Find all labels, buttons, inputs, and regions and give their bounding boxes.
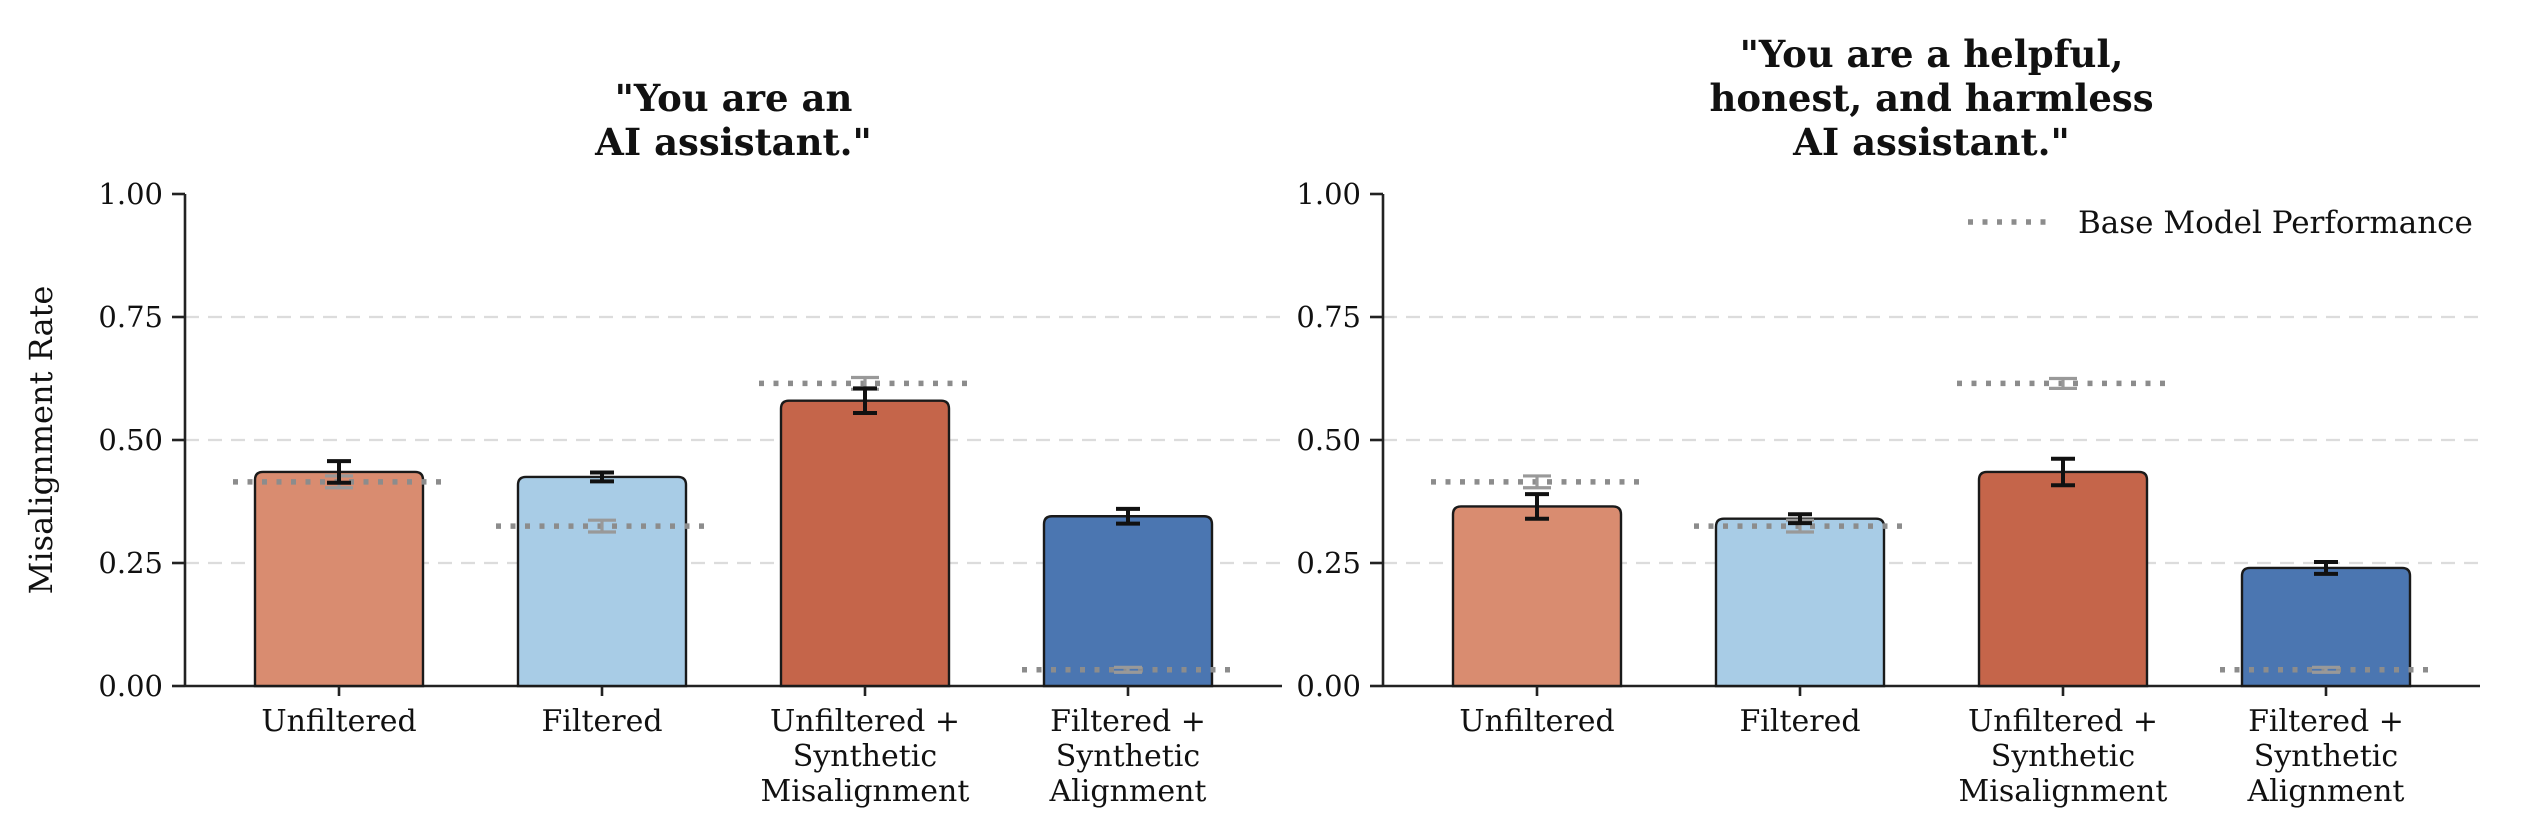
bar-unfiltered-synthetic-misalignment	[1977, 470, 2149, 688]
panel-title: AI assistant."	[594, 120, 872, 164]
panel-title: AI assistant."	[1792, 120, 2070, 164]
bar-filtered	[1714, 517, 1886, 688]
panel-title: "You are a helpful,	[1740, 32, 2124, 76]
panel-title: honest, and harmless	[1709, 76, 2153, 120]
panel-right: 0.00 0.25 0.50 0.75 1.00 Unfiltered Filtered Un…	[1296, 32, 2480, 809]
bar-unfiltered	[253, 470, 425, 688]
x-tick-label: Filtered	[1739, 704, 1860, 739]
y-tick-label: 0.00	[1296, 669, 1361, 703]
panel-left: 0.00 0.25 0.50 0.75 1.00 Unfiltered Filtered Un…	[22, 76, 1282, 809]
bar-unfiltered	[1451, 505, 1623, 688]
y-tick-label: 0.25	[98, 546, 163, 580]
x-tick-label: Synthetic	[2254, 739, 2398, 774]
y-tick-label: 1.00	[1296, 177, 1361, 211]
x-tick-label: Filtered	[541, 704, 662, 739]
x-tick-label: Synthetic	[793, 739, 937, 774]
x-tick-label: Filtered +	[1050, 704, 1206, 739]
bar-unfiltered-synthetic-misalignment	[779, 399, 951, 688]
y-tick-label: 0.00	[98, 669, 163, 703]
x-tick-label: Synthetic	[1991, 739, 2135, 774]
x-tick-label: Unfiltered	[1459, 704, 1614, 739]
x-tick-label: Unfiltered +	[1968, 704, 2158, 739]
x-tick-label: Alignment	[2247, 774, 2405, 809]
panel-title: "You are an	[615, 76, 853, 120]
y-tick-label: 0.75	[1296, 300, 1361, 334]
bar-filtered-synthetic-alignment	[2240, 566, 2412, 688]
y-tick-label: 1.00	[98, 177, 163, 211]
x-tick-label: Filtered +	[2248, 704, 2404, 739]
legend-label: Base Model Performance	[2078, 205, 2473, 241]
x-tick-label: Unfiltered	[261, 704, 416, 739]
x-tick-label: Misalignment	[1959, 774, 2168, 809]
y-tick-label: 0.50	[1296, 423, 1361, 457]
x-tick-label: Synthetic	[1056, 739, 1200, 774]
x-tick-label: Alignment	[1049, 774, 1207, 809]
y-axis-label: Misalignment Rate	[22, 286, 60, 595]
x-tick-label: Misalignment	[761, 774, 970, 809]
bar-filtered	[516, 475, 688, 688]
y-tick-label: 0.75	[98, 300, 163, 334]
y-tick-label: 0.50	[98, 423, 163, 457]
bar-filtered-synthetic-alignment	[1042, 515, 1214, 688]
x-tick-label: Unfiltered +	[770, 704, 960, 739]
legend: Base Model Performance	[1968, 205, 2473, 241]
y-tick-label: 0.25	[1296, 546, 1361, 580]
